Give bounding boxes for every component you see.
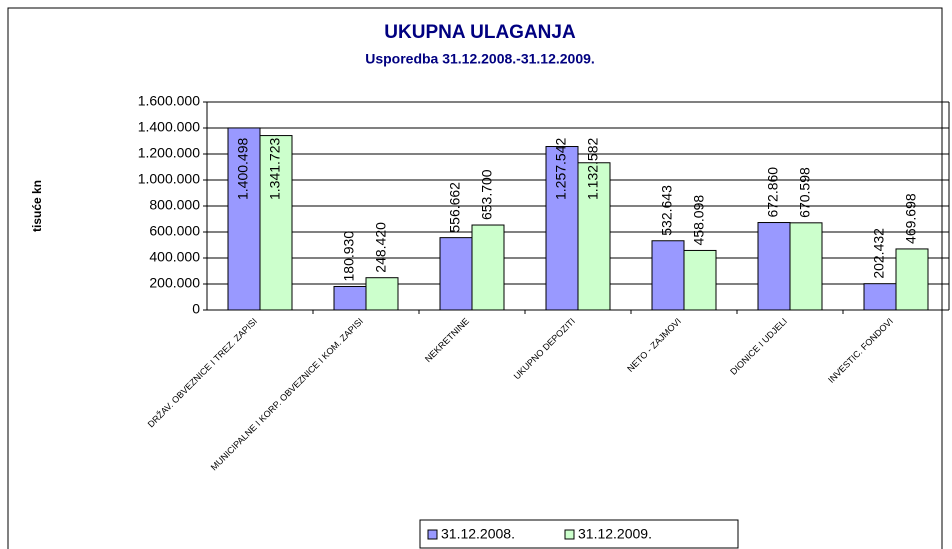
y-tick-label: 1.200.000 (138, 145, 200, 161)
bar (757, 222, 791, 311)
bar (259, 135, 293, 311)
data-label: 1.132.582 (585, 138, 601, 200)
legend-swatch (427, 529, 438, 540)
data-label: 248.420 (373, 222, 389, 273)
bar (651, 240, 685, 311)
bar (545, 146, 579, 311)
chart-subtitle: Usporedba 31.12.2008.-31.12.2009. (365, 51, 595, 67)
x-tick-label: DIONICE I UDJELI (728, 316, 789, 377)
data-label: 672.860 (765, 167, 781, 218)
data-label: 469.698 (903, 193, 919, 244)
legend-label: 31.12.2008. (441, 526, 515, 542)
x-tick-label: UKUPNO DEPOZITI (512, 316, 577, 381)
legend (419, 519, 739, 549)
y-tick-label: 800.000 (149, 197, 200, 213)
bar (365, 277, 399, 311)
chart-title: UKUPNA ULAGANJA (384, 22, 576, 43)
bar (439, 237, 473, 311)
data-label: 180.930 (341, 231, 357, 282)
bar (789, 222, 823, 311)
data-label: 670.598 (797, 167, 813, 218)
bar (227, 127, 261, 311)
bar (577, 162, 611, 311)
y-tick-label: 1.000.000 (138, 171, 200, 187)
y-axis-label: tisuće kn (30, 180, 44, 232)
y-tick-label: 1.600.000 (138, 93, 200, 109)
data-label: 1.400.498 (235, 138, 251, 200)
data-label: 458.098 (691, 195, 707, 246)
bar (863, 283, 897, 311)
x-tick-label: INVESTIC. FONDOVI (826, 316, 895, 385)
data-label: 532.643 (659, 185, 675, 236)
legend-label: 31.12.2009. (578, 526, 652, 542)
bar (683, 249, 717, 311)
y-tick-label: 400.000 (149, 249, 200, 265)
y-tick-label: 1.400.000 (138, 119, 200, 135)
data-label: 653.700 (479, 169, 495, 220)
data-label: 556.662 (447, 182, 463, 233)
x-tick-label: NETO - ZAJMOVI (625, 316, 683, 374)
x-tick-label: NEKRETNINE (423, 316, 471, 364)
legend-swatch (564, 529, 575, 540)
y-tick-label: 600.000 (149, 223, 200, 239)
data-label: 1.257.542 (553, 138, 569, 200)
data-label: 1.341.723 (267, 138, 283, 200)
bar (471, 224, 505, 311)
y-tick-label: 0 (192, 301, 200, 317)
y-tick-label: 200.000 (149, 275, 200, 291)
bar (333, 285, 367, 311)
x-tick-label: DRŽAV. OBVEZNICE I TREZ. ZAPISI (146, 316, 259, 429)
bar (895, 248, 929, 311)
chart-frame (7, 7, 943, 549)
data-label: 202.432 (871, 228, 887, 279)
